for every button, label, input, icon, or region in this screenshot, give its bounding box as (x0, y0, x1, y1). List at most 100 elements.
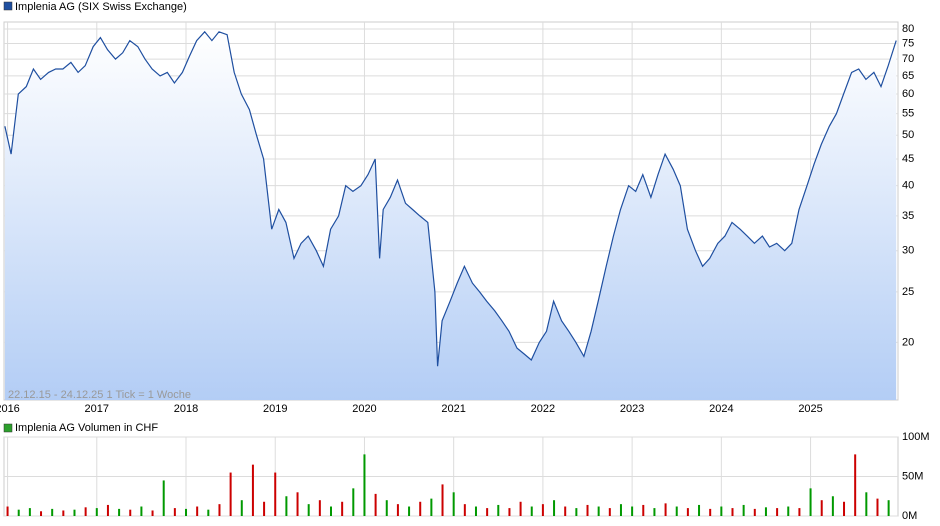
volume-bar (385, 500, 388, 516)
x-tick-label: 2016 (0, 403, 20, 415)
volume-bar (843, 501, 846, 516)
y-tick-label: 50M (902, 470, 923, 482)
volume-bar (698, 504, 701, 516)
legend-swatch (3, 1, 13, 11)
volume-bar (809, 488, 812, 516)
x-tick-label: 2022 (531, 403, 555, 415)
volume-bar (497, 504, 500, 516)
volume-bar (530, 506, 533, 516)
volume-bar (95, 508, 98, 516)
volume-bar (764, 507, 767, 516)
volume-bar (140, 506, 143, 516)
volume-bar (218, 504, 221, 516)
volume-bar (251, 464, 254, 516)
volume-bar (318, 500, 321, 516)
volume-bar (363, 454, 366, 516)
volume-bar (519, 501, 522, 516)
legend-label: Implenia AG (SIX Swiss Exchange) (15, 1, 187, 13)
volume-bar (296, 492, 299, 516)
volume-bar (742, 504, 745, 516)
volume-bar (608, 508, 611, 516)
x-tick-label: 2020 (352, 403, 376, 415)
volume-bar (798, 508, 801, 516)
volume-bar (631, 506, 634, 516)
volume-bar (575, 508, 578, 516)
y-tick-label: 20 (902, 336, 914, 348)
volume-bar (207, 509, 210, 516)
volume-bar (352, 488, 355, 516)
volume-bar (329, 506, 332, 516)
volume-bar (307, 504, 310, 516)
volume-bar (541, 504, 544, 516)
x-tick-label: 2018 (174, 403, 198, 415)
volume-bar (73, 509, 76, 516)
volume-bar (642, 504, 645, 516)
x-tick-label: 2021 (441, 403, 465, 415)
y-tick-label: 80 (902, 23, 914, 35)
volume-bar (408, 506, 411, 516)
volume-bar (831, 496, 834, 516)
volume-bar (776, 508, 779, 516)
volume-bar (6, 506, 9, 516)
volume-bar (709, 508, 712, 516)
y-tick-label: 60 (902, 88, 914, 100)
volume-bar (106, 504, 109, 516)
volume-bar (129, 509, 132, 516)
volume-bar (173, 508, 176, 516)
y-tick-label: 45 (902, 153, 914, 165)
volume-bar (62, 510, 65, 516)
volume-bar (876, 498, 879, 516)
volume-bar (196, 506, 199, 516)
y-tick-label: 50 (902, 129, 914, 141)
volume-bar (463, 504, 466, 516)
legend-label: Implenia AG Volumen in CHF (15, 422, 158, 434)
volume-bar (486, 508, 489, 516)
volume-bar (664, 503, 667, 516)
volume-bar (720, 506, 723, 516)
volume-bar (686, 508, 689, 516)
volume-bar (887, 500, 890, 516)
x-tick-label: 2019 (263, 403, 287, 415)
volume-bar (240, 500, 243, 516)
x-tick-label: 2025 (798, 403, 822, 415)
volume-bar (865, 492, 868, 516)
y-tick-label: 65 (902, 70, 914, 82)
volume-bar (162, 480, 165, 516)
y-tick-label: 70 (902, 53, 914, 65)
volume-bar (619, 504, 622, 516)
volume-bar (508, 508, 511, 516)
volume-bar (787, 506, 790, 516)
y-tick-label: 100M (902, 431, 930, 443)
volume-bar (430, 498, 433, 516)
volume-bar (675, 506, 678, 516)
volume-bar (753, 508, 756, 516)
volume-bar (263, 501, 266, 516)
volume-bar (586, 504, 589, 516)
y-tick-label: 55 (902, 108, 914, 120)
volume-bar (40, 511, 43, 516)
annotation: 22.12.15 - 24.12.25 1 Tick = 1 Woche (8, 389, 191, 401)
y-tick-label: 40 (902, 180, 914, 192)
y-tick-label: 35 (902, 210, 914, 222)
y-tick-label: 30 (902, 245, 914, 257)
volume-bar (51, 508, 54, 516)
volume-bar (441, 484, 444, 516)
volume-bar (820, 500, 823, 516)
y-tick-label: 25 (902, 286, 914, 298)
volume-bar (28, 508, 31, 516)
volume-bar (185, 508, 188, 516)
volume-bar (564, 506, 567, 516)
x-tick-label: 2024 (709, 403, 733, 415)
volume-bar (597, 506, 600, 516)
volume-bar (731, 508, 734, 516)
price-line (4, 30, 897, 367)
volume-bar (396, 504, 399, 516)
volume-bar (17, 509, 20, 516)
volume-bar (553, 500, 556, 516)
y-tick-label: 0M (902, 510, 917, 522)
volume-bar (854, 454, 857, 516)
volume-bar (84, 507, 87, 516)
x-tick-label: 2023 (620, 403, 644, 415)
area-fill (4, 31, 897, 401)
